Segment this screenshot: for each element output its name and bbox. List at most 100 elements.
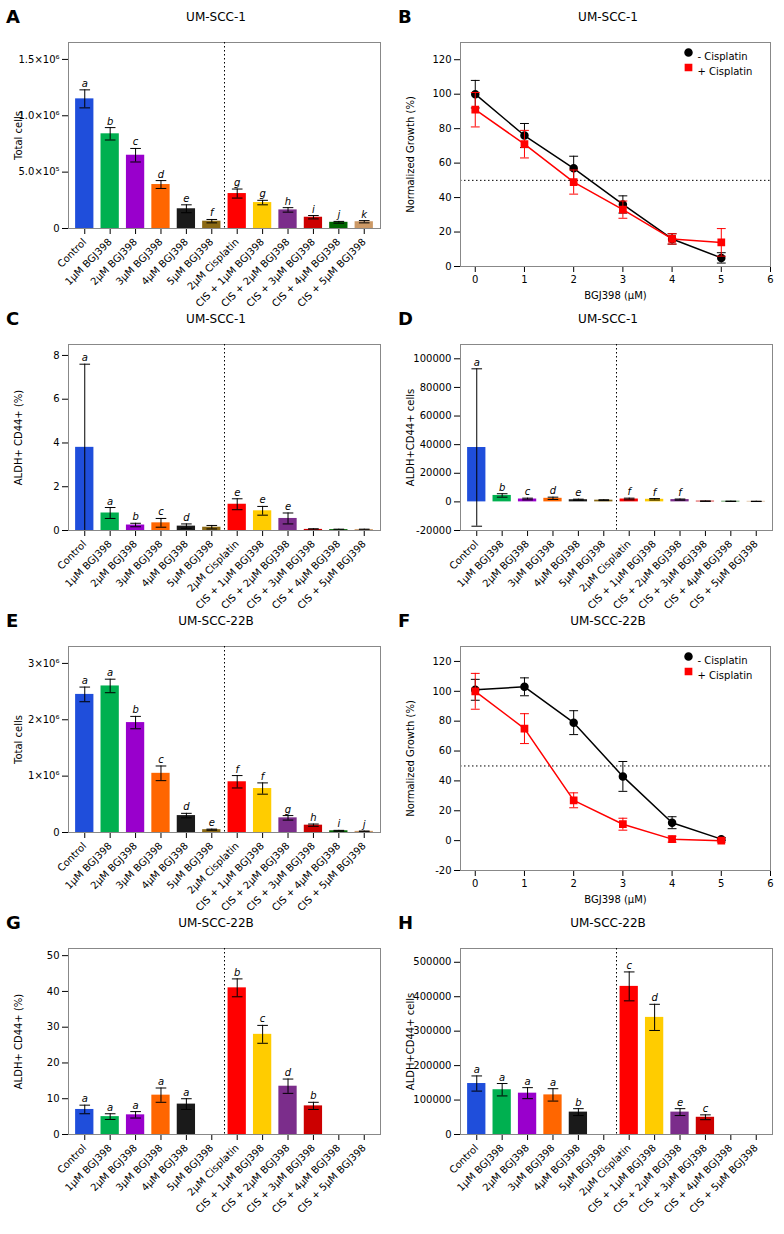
svg-text:0: 0 (53, 827, 59, 838)
svg-text:a: a (183, 1087, 189, 1098)
svg-text:4: 4 (669, 878, 675, 889)
svg-text:e: e (285, 501, 291, 512)
svg-text:d: d (183, 512, 190, 523)
svg-text:b: b (132, 704, 138, 715)
svg-text:e: e (234, 487, 240, 498)
svg-text:60: 60 (439, 745, 452, 756)
svg-text:CIS + 5μM BGJ398: CIS + 5μM BGJ398 (687, 1142, 760, 1214)
svg-text:a: a (82, 1093, 88, 1104)
svg-text:5: 5 (718, 878, 724, 889)
svg-text:5: 5 (718, 274, 724, 285)
svg-text:0: 0 (445, 261, 451, 272)
svg-text:d: d (183, 801, 190, 812)
svg-text:a: a (107, 496, 113, 507)
svg-text:d: d (651, 992, 658, 1003)
svg-text:100000: 100000 (413, 353, 451, 364)
svg-text:Normalized Growth (%): Normalized Growth (%) (405, 700, 416, 817)
svg-text:80: 80 (439, 715, 452, 726)
svg-text:a: a (474, 357, 480, 368)
svg-text:1: 1 (521, 878, 527, 889)
svg-text:a: a (82, 675, 88, 686)
svg-text:a: a (107, 1102, 113, 1113)
svg-text:b: b (499, 482, 505, 493)
svg-text:- Cisplatin: - Cisplatin (698, 51, 748, 62)
svg-text:1×10⁶: 1×10⁶ (28, 770, 59, 781)
svg-text:20: 20 (439, 805, 452, 816)
svg-text:f: f (627, 486, 632, 497)
svg-text:20000: 20000 (420, 467, 452, 478)
svg-text:c: c (260, 1013, 266, 1024)
svg-text:100: 100 (432, 88, 451, 99)
svg-text:60000: 60000 (420, 410, 452, 421)
svg-text:h: h (285, 196, 291, 207)
svg-text:200000: 200000 (413, 1060, 451, 1071)
svg-text:Normalized Growth (%): Normalized Growth (%) (405, 96, 416, 213)
svg-text:300000: 300000 (413, 1025, 451, 1036)
svg-text:120: 120 (432, 656, 451, 667)
svg-text:b: b (310, 1090, 316, 1101)
svg-text:3×10⁶: 3×10⁶ (28, 658, 59, 669)
svg-text:3: 3 (620, 878, 626, 889)
svg-text:a: a (82, 352, 88, 363)
svg-text:f: f (235, 764, 240, 775)
svg-text:ALDH+ CD44+ (%): ALDH+ CD44+ (%) (13, 390, 24, 486)
svg-text:3: 3 (620, 274, 626, 285)
svg-text:40000: 40000 (420, 439, 452, 450)
svg-text:a: a (107, 667, 113, 678)
svg-text:BGJ398 (μM): BGJ398 (μM) (584, 894, 647, 905)
svg-text:5.0×10⁵: 5.0×10⁵ (18, 166, 59, 177)
svg-text:d: d (158, 169, 165, 180)
svg-text:ALDH+CD44+ cells: ALDH+CD44+ cells (405, 389, 416, 486)
svg-text:0: 0 (445, 496, 451, 507)
svg-text:50: 50 (47, 950, 60, 961)
svg-text:10: 10 (47, 1093, 60, 1104)
svg-text:CIS + 5μM BGJ398: CIS + 5μM BGJ398 (295, 538, 368, 610)
svg-text:100000: 100000 (413, 1094, 451, 1105)
svg-text:a: a (474, 1064, 480, 1075)
svg-text:f: f (261, 771, 266, 782)
svg-text:b: b (234, 967, 240, 978)
svg-text:4: 4 (669, 274, 675, 285)
svg-text:b: b (132, 511, 138, 522)
svg-text:h: h (310, 812, 316, 823)
svg-text:2: 2 (53, 481, 59, 492)
svg-text:6: 6 (767, 274, 773, 285)
svg-text:a: a (550, 1077, 556, 1088)
svg-text:g: g (259, 188, 265, 199)
svg-text:0: 0 (445, 1129, 451, 1140)
svg-text:d: d (285, 1067, 292, 1078)
svg-text:e: e (260, 494, 266, 505)
svg-text:i: i (312, 204, 315, 215)
svg-text:c: c (703, 1103, 709, 1114)
svg-text:f: f (210, 207, 215, 218)
svg-text:100: 100 (432, 686, 451, 697)
svg-text:1.5×10⁶: 1.5×10⁶ (18, 54, 59, 65)
svg-text:40: 40 (47, 986, 60, 997)
svg-text:k: k (361, 209, 368, 220)
svg-text:a: a (158, 1076, 164, 1087)
svg-text:6: 6 (53, 393, 59, 404)
svg-text:j: j (335, 209, 340, 220)
svg-text:80000: 80000 (420, 382, 452, 393)
svg-text:Total cells: Total cells (13, 111, 24, 161)
svg-text:g: g (234, 177, 240, 188)
svg-text:8: 8 (53, 350, 59, 361)
svg-text:40: 40 (439, 192, 452, 203)
svg-text:c: c (133, 136, 139, 147)
svg-text:e: e (677, 1097, 683, 1108)
svg-text:a: a (133, 1100, 139, 1111)
svg-text:CIS + 5μM BGJ398: CIS + 5μM BGJ398 (295, 236, 368, 308)
svg-text:+ Cisplatin: + Cisplatin (698, 670, 753, 681)
svg-text:CIS + 5μM BGJ398: CIS + 5μM BGJ398 (295, 840, 368, 912)
svg-text:-20: -20 (435, 865, 451, 876)
svg-text:400000: 400000 (413, 991, 451, 1002)
svg-text:0: 0 (53, 1129, 59, 1140)
svg-text:f: f (678, 487, 683, 498)
svg-text:e: e (209, 817, 215, 828)
svg-text:2: 2 (570, 878, 576, 889)
svg-text:2×10⁶: 2×10⁶ (28, 714, 59, 725)
svg-text:g: g (285, 804, 291, 815)
svg-text:- Cisplatin: - Cisplatin (698, 655, 748, 666)
svg-text:c: c (626, 960, 632, 971)
svg-text:30: 30 (47, 1021, 60, 1032)
